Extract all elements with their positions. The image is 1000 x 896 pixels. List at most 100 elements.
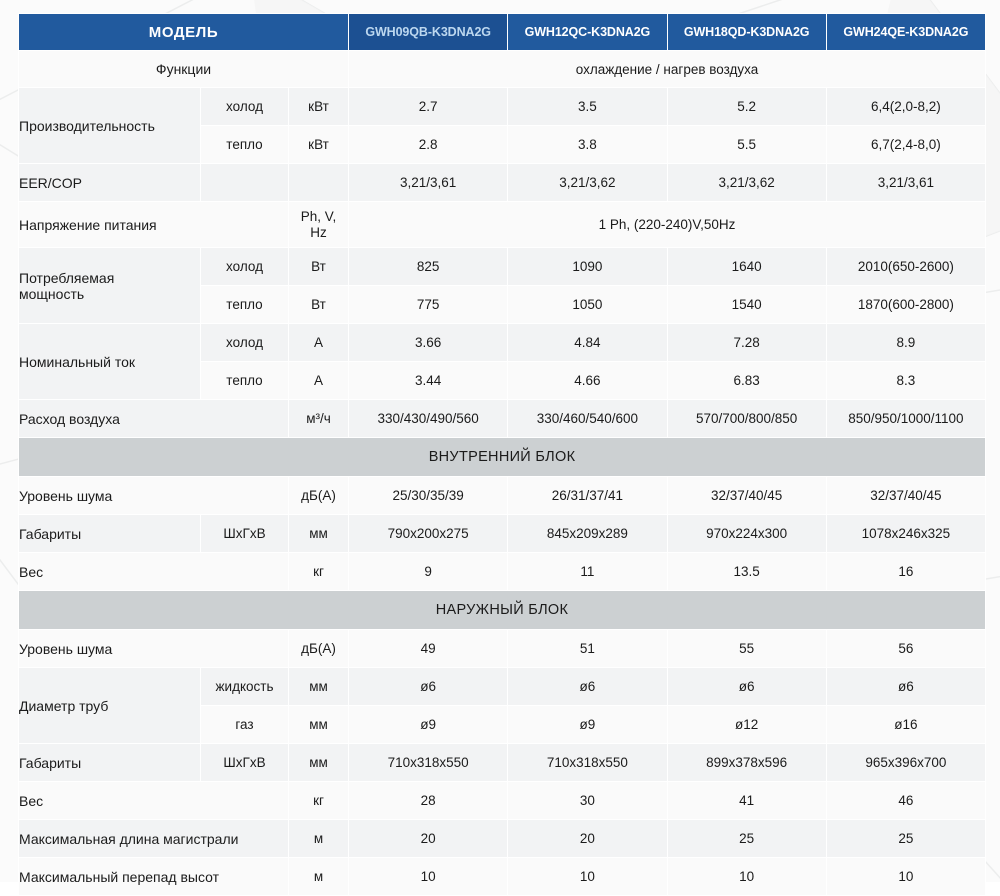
pipes-liquid-2: ø6 [507,667,668,706]
pipes-gas-1: ø9 [348,705,509,744]
pipes-liquid-4: ø6 [825,667,987,706]
pipes-sub-gas: газ [200,705,289,744]
capacity-heat-2: 3.8 [507,125,668,164]
pipes-gas-4: ø16 [825,705,987,744]
power-cool-4: 2010(650-2600) [825,247,987,286]
power-heat-1: 775 [348,285,509,324]
airflow-unit: м³/ч [287,399,350,438]
row-power-cool: Потребляемая мощность холод Вт 825 1090 … [18,247,987,324]
voltage-unit: Ph, V, Hz [287,201,350,248]
outdoor-noise-1: 49 [348,629,509,668]
capacity-cool-3: 5.2 [666,87,827,126]
model-column-header-2[interactable]: GWH12QC-K3DNA2G [507,13,668,51]
pipes-sub-liquid: жидкость [200,667,289,706]
pipes-unit-liquid: мм [287,667,350,706]
max-height-label: Максимальный перепад высот [18,857,289,896]
max-length-4: 25 [825,819,987,858]
specification-table-container: МОДЕЛЬ GWH09QB-K3DNA2G GWH12QC-K3DNA2G G… [17,13,987,896]
eer-cop-1: 3,21/3,61 [348,163,509,202]
voltage-unit-line2: Hz [310,224,327,240]
outdoor-section-title: НАРУЖНЫЙ БЛОК [17,590,987,630]
airflow-4: 850/950/1000/1100 [825,399,987,438]
row-outdoor-noise: Уровень шума дБ(А) 49 51 55 56 [18,629,987,668]
power-sub-heat: тепло [200,285,289,324]
model-column-header-4[interactable]: GWH24QE-K3DNA2G [825,13,987,51]
power-heat-3: 1540 [666,285,827,324]
current-unit-heat: А [287,361,350,400]
model-column-header-1[interactable]: GWH09QB-K3DNA2G [348,13,509,51]
current-cool-4: 8.9 [825,323,987,362]
capacity-heat-4: 6,7(2,4-8,0) [825,125,987,164]
current-heat-1: 3.44 [348,361,509,400]
max-height-4: 10 [825,857,987,896]
model-column-header-3[interactable]: GWH18QD-K3DNA2G [666,13,827,51]
functions-value: охлаждение / нагрев воздуха [348,50,987,88]
indoor-weight-2: 11 [507,552,668,591]
capacity-cool-1: 2.7 [348,87,509,126]
power-heat-4: 1870(600-2800) [825,285,987,324]
eer-cop-sub [200,163,289,202]
capacity-unit-cool: кВт [287,87,350,126]
indoor-section-title: ВНУТРЕННИЙ БЛОК [17,437,987,477]
indoor-weight-unit: кг [287,552,350,591]
row-indoor-dimensions: Габариты ШхГхВ мм 790x200x275 845x209x28… [18,514,987,553]
power-sub-cool: холод [200,247,289,286]
indoor-noise-label: Уровень шума [18,476,289,515]
row-pipes-liquid: Диаметр труб жидкость мм ø6 ø6 ø6 ø6 [18,667,987,744]
power-label-line1: Потребляемая [19,269,115,286]
max-height-unit: м [287,857,350,896]
current-unit-cool: А [287,323,350,362]
outdoor-dimensions-2: 710x318x550 [507,743,668,782]
airflow-2: 330/460/540/600 [507,399,668,438]
indoor-dimensions-sub: ШхГхВ [200,514,289,553]
capacity-unit-heat: кВт [287,125,350,164]
row-current-cool: Номинальный ток холод А 3.66 4.84 7.28 8… [18,323,987,400]
power-heat-2: 1050 [507,285,668,324]
eer-cop-label: EER/COP [18,163,201,202]
outdoor-weight-3: 41 [666,781,827,820]
indoor-weight-4: 16 [825,552,987,591]
capacity-cool-2: 3.5 [507,87,668,126]
pipes-liquid-3: ø6 [666,667,827,706]
capacity-sub-cool: холод [200,87,289,126]
voltage-unit-line1: Ph, V, [300,209,337,225]
airflow-1: 330/430/490/560 [348,399,509,438]
indoor-weight-label: Вес [18,552,289,591]
power-cool-1: 825 [348,247,509,286]
outdoor-dimensions-label: Габариты [18,743,201,782]
capacity-heat-3: 5.5 [666,125,827,164]
outdoor-dimensions-3: 899x378x596 [666,743,827,782]
indoor-dimensions-1: 790x200x275 [348,514,509,553]
row-voltage: Напряжение питания Ph, V, Hz 1 Ph, (220-… [18,201,987,248]
indoor-dimensions-3: 970x224x300 [666,514,827,553]
model-header-label: МОДЕЛЬ [17,13,350,51]
power-label-line2: мощность [19,285,85,302]
current-label: Номинальный ток [18,323,201,400]
indoor-weight-1: 9 [348,552,509,591]
outdoor-dimensions-sub: ШхГхВ [200,743,289,782]
current-cool-2: 4.84 [507,323,668,362]
power-unit-heat: Вт [287,285,350,324]
table-header-row: МОДЕЛЬ GWH09QB-K3DNA2G GWH12QC-K3DNA2G G… [17,13,987,51]
outdoor-dimensions-unit: мм [287,743,350,782]
max-length-3: 25 [666,819,827,858]
max-height-1: 10 [348,857,509,896]
eer-cop-2: 3,21/3,62 [507,163,668,202]
power-label: Потребляемая мощность [18,247,201,324]
capacity-label: Производительность [18,87,201,164]
pipes-gas-2: ø9 [507,705,668,744]
pipes-gas-3: ø12 [666,705,827,744]
capacity-sub-heat: тепло [200,125,289,164]
outdoor-noise-label: Уровень шума [18,629,289,668]
row-outdoor-section-header: НАРУЖНЫЙ БЛОК [17,590,987,630]
row-indoor-weight: Вес кг 9 11 13.5 16 [18,552,987,591]
outdoor-weight-unit: кг [287,781,350,820]
outdoor-weight-1: 28 [348,781,509,820]
max-height-2: 10 [507,857,668,896]
max-height-3: 10 [666,857,827,896]
row-pipes-gas: газ мм ø9 ø9 ø12 ø16 [19,705,987,744]
current-cool-3: 7.28 [666,323,827,362]
max-length-label: Максимальная длина магистрали [18,819,289,858]
indoor-noise-unit: дБ(А) [287,476,350,515]
outdoor-weight-4: 46 [825,781,987,820]
